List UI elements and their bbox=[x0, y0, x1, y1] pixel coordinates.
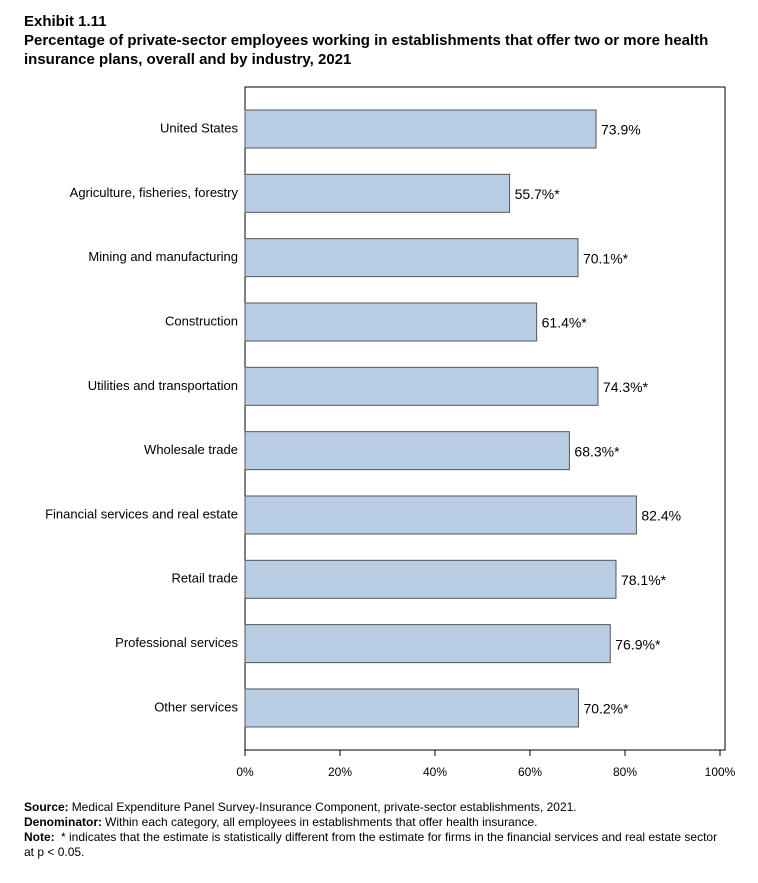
category-label: Construction bbox=[165, 313, 238, 328]
value-label: 74.3%* bbox=[603, 379, 649, 395]
value-label: 70.2%* bbox=[583, 701, 629, 717]
footnote-text: * indicates that the estimate is statist… bbox=[24, 830, 718, 859]
bar bbox=[244, 173, 511, 213]
bar bbox=[244, 302, 538, 342]
category-label: Agriculture, fisheries, forestry bbox=[70, 185, 239, 200]
bar bbox=[244, 109, 597, 149]
footnote-label: Note: bbox=[24, 830, 55, 844]
footnote-label: Denominator: bbox=[24, 815, 102, 829]
value-label: 73.9% bbox=[601, 122, 641, 138]
footnote: Denominator: Within each category, all em… bbox=[24, 815, 724, 830]
value-label: 55.7%* bbox=[515, 186, 561, 202]
category-label: Professional services bbox=[115, 635, 238, 650]
value-label: 82.4% bbox=[641, 508, 681, 524]
category-label: Financial services and real estate bbox=[45, 506, 238, 521]
exhibit-label: Exhibit 1.11 bbox=[24, 13, 107, 30]
footnote: Note: * indicates that the estimate is s… bbox=[24, 830, 724, 860]
footnote-text: Within each category, all employees in e… bbox=[105, 815, 538, 829]
category-label: Other services bbox=[154, 699, 238, 714]
category-label: Wholesale trade bbox=[144, 442, 238, 457]
footnote-label: Source: bbox=[24, 800, 69, 814]
footnotes: Source: Medical Expenditure Panel Survey-… bbox=[24, 800, 724, 860]
bar bbox=[244, 238, 579, 278]
bar bbox=[244, 431, 570, 471]
plot-frame bbox=[244, 86, 726, 751]
category-label: Utilities and transportation bbox=[88, 378, 238, 393]
category-label: Mining and manufacturing bbox=[88, 249, 238, 264]
x-tick-label: 20% bbox=[328, 765, 352, 779]
x-tick-label: 40% bbox=[423, 765, 447, 779]
bar bbox=[244, 366, 599, 406]
value-label: 70.1%* bbox=[583, 250, 629, 266]
category-label: Retail trade bbox=[172, 571, 238, 586]
x-tick-label: 60% bbox=[518, 765, 542, 779]
chart-title: Percentage of private-sector employees w… bbox=[24, 32, 709, 68]
value-label: 78.1%* bbox=[621, 572, 667, 588]
value-label: 68.3%* bbox=[574, 443, 620, 459]
bar bbox=[244, 624, 611, 664]
x-tick-label: 80% bbox=[613, 765, 637, 779]
bar bbox=[244, 559, 617, 599]
footnote: Source: Medical Expenditure Panel Survey-… bbox=[24, 800, 724, 815]
bar bbox=[244, 495, 637, 535]
value-label: 76.9%* bbox=[615, 636, 661, 652]
x-tick-label: 0% bbox=[236, 765, 254, 779]
header: Exhibit 1.11 Percentage of private-secto… bbox=[24, 12, 734, 69]
category-label: United States bbox=[160, 120, 239, 135]
x-tick-label: 100% bbox=[705, 765, 736, 779]
value-label: 61.4%* bbox=[542, 315, 588, 331]
footnote-text: Medical Expenditure Panel Survey-Insuran… bbox=[71, 800, 577, 814]
bar bbox=[244, 688, 579, 728]
